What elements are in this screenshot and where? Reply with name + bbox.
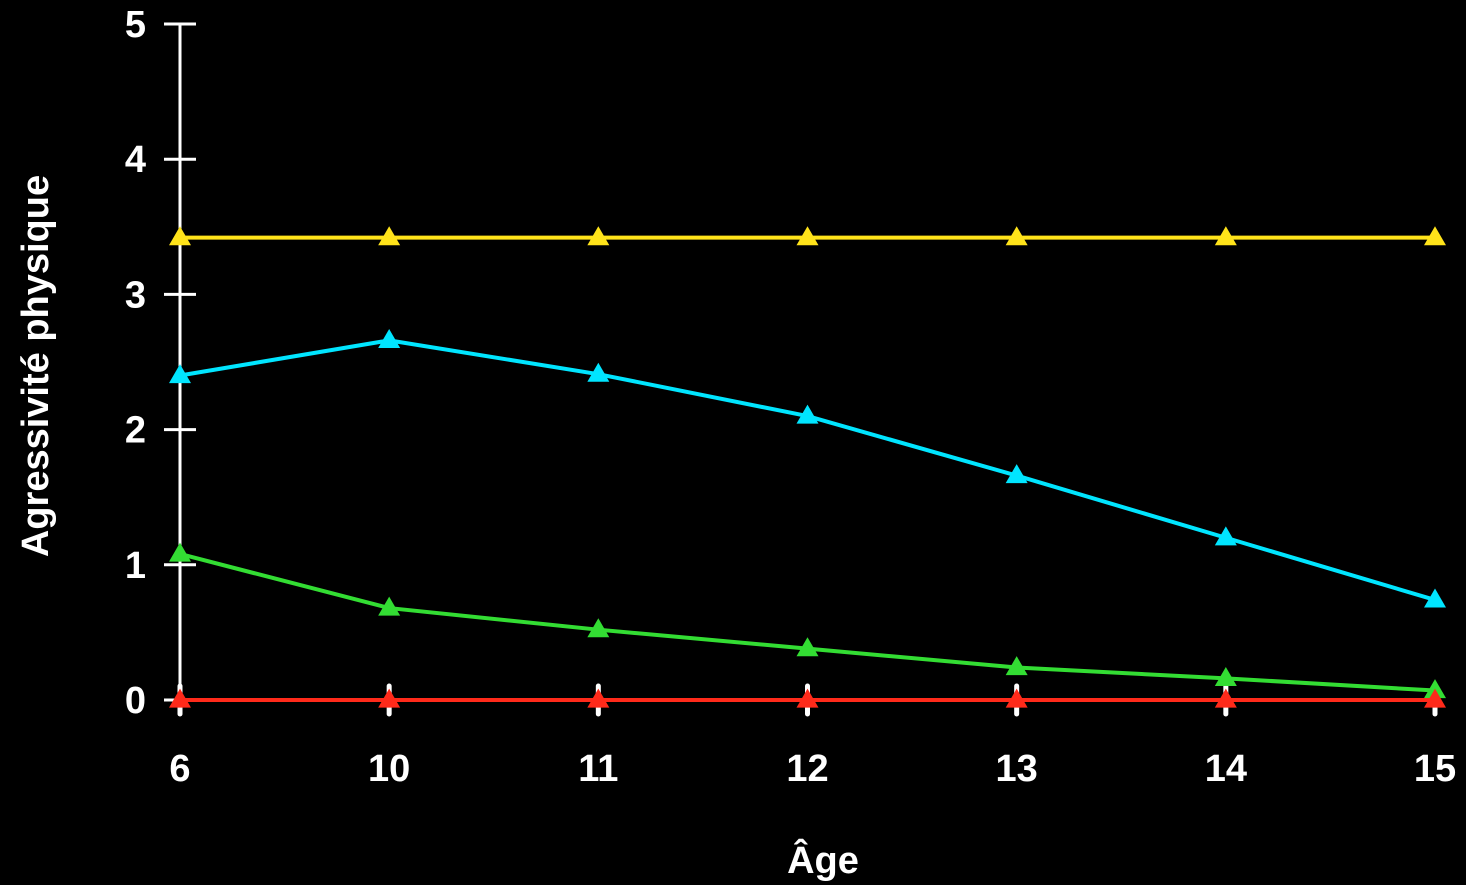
series-4 [169,688,1446,708]
data-point-marker [378,688,401,708]
data-point-marker [796,404,819,424]
y-tick-label: 2 [125,410,146,452]
data-point-marker [1214,666,1237,686]
data-point-marker [1005,656,1028,676]
data-point-marker [1424,588,1446,608]
labels-layer: Âge Agressivité physique [15,175,859,882]
data-point-marker [1005,688,1028,708]
data-point-marker [1214,688,1237,708]
series-3 [169,542,1446,699]
y-tick-label: 1 [125,545,146,587]
data-point-marker [1424,226,1446,246]
data-point-marker [169,688,191,708]
data-point-marker [587,362,610,382]
data-point-marker [796,226,819,246]
data-point-marker [1214,226,1237,246]
data-point-marker [1005,226,1028,246]
x-tick-label: 10 [368,748,410,790]
data-point-marker [1424,688,1446,708]
series-line [179,338,1436,602]
y-tick-label: 4 [125,139,146,181]
data-point-marker [169,364,191,384]
y-tick-label: 3 [125,274,146,316]
data-point-marker [587,226,610,246]
x-tick-label: 13 [996,748,1038,790]
x-tick-label: 6 [169,748,190,790]
data-point-marker [378,328,401,348]
data-point-marker [796,637,819,657]
data-point-marker [378,596,401,616]
x-tick-label: 14 [1205,748,1247,790]
x-tick-label: 15 [1414,748,1456,790]
series-1 [169,226,1446,246]
x-tick-label: 11 [578,748,618,790]
data-point-marker [587,688,610,708]
data-point-marker [169,542,191,562]
series-layer [169,226,1446,708]
series-line [179,552,1436,693]
y-axis-title: Agressivité physique [15,175,57,557]
x-axis-title: Âge [787,838,859,882]
data-point-marker [378,226,401,246]
x-tick-label: 12 [786,748,828,790]
y-tick-label: 0 [125,680,146,722]
data-point-marker [587,618,610,638]
data-point-marker [796,688,819,708]
data-point-marker [169,226,191,246]
series-2 [169,328,1446,608]
y-tick-label: 5 [125,4,146,46]
data-point-marker [1214,526,1237,546]
data-point-marker [1005,464,1028,484]
